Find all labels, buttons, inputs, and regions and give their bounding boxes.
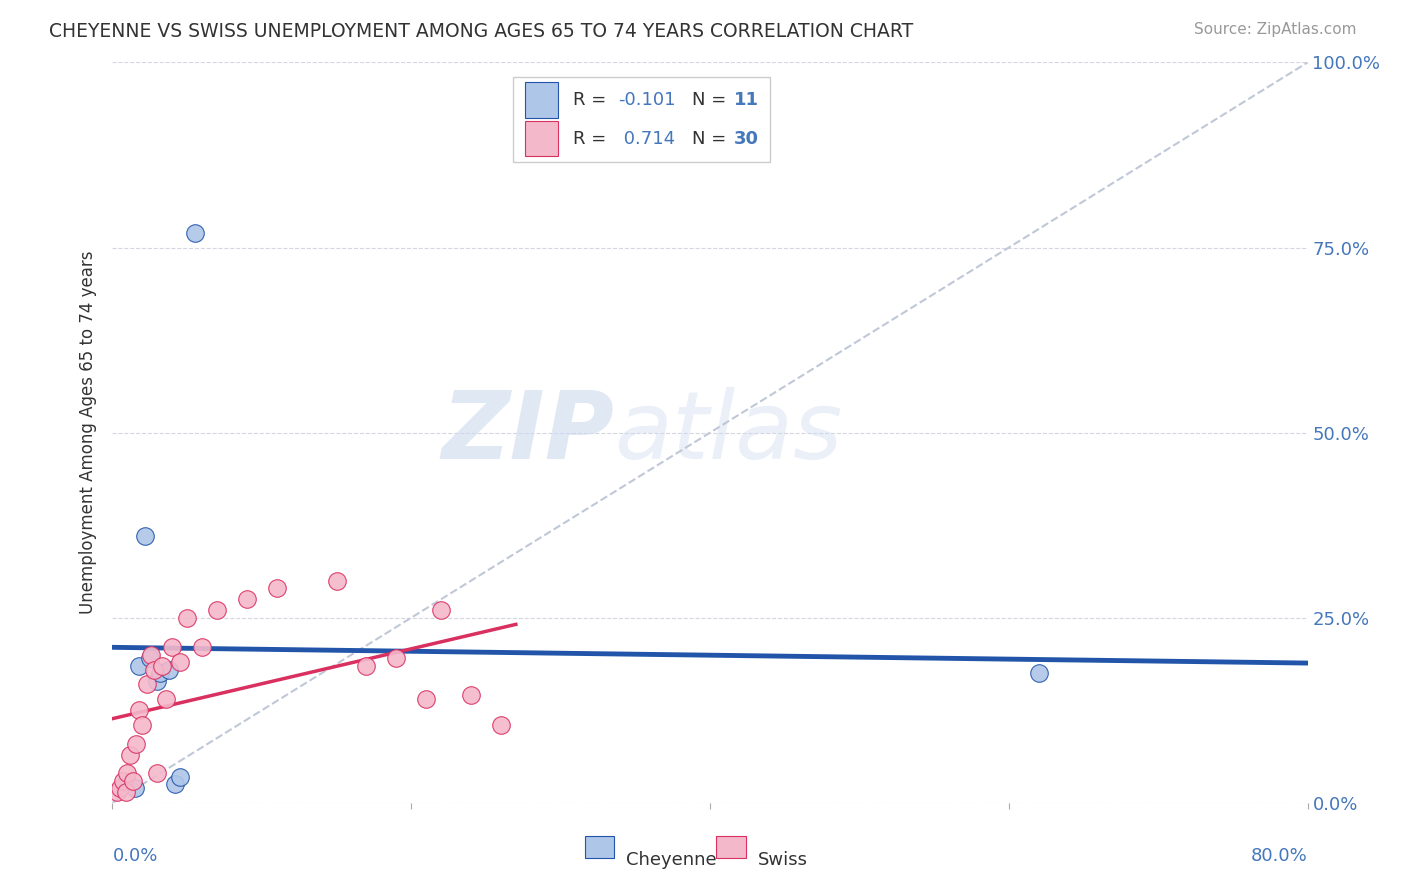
- Text: R =: R =: [572, 129, 612, 148]
- Point: [165, 777, 187, 791]
- Point: [325, 574, 347, 588]
- Point: [205, 603, 228, 617]
- Point: [135, 677, 157, 691]
- Text: N =: N =: [692, 91, 733, 109]
- Point: [141, 648, 163, 662]
- Point: [115, 785, 138, 799]
- Point: [236, 592, 259, 607]
- Text: 0.0%: 0.0%: [112, 847, 157, 865]
- Point: [385, 651, 408, 665]
- Text: CHEYENNE VS SWISS UNEMPLOYMENT AMONG AGES 65 TO 74 YEARS CORRELATION CHART: CHEYENNE VS SWISS UNEMPLOYMENT AMONG AGE…: [49, 22, 914, 41]
- Text: atlas: atlas: [614, 387, 842, 478]
- Point: [169, 770, 191, 784]
- Point: [430, 603, 453, 617]
- Point: [128, 658, 150, 673]
- Point: [356, 658, 378, 673]
- Point: [415, 692, 437, 706]
- Point: [143, 663, 166, 677]
- Bar: [524, 82, 558, 118]
- Text: Swiss: Swiss: [758, 851, 808, 869]
- Text: -0.101: -0.101: [619, 91, 675, 109]
- Bar: [524, 121, 558, 156]
- Point: [122, 773, 145, 788]
- Text: R =: R =: [572, 91, 612, 109]
- Y-axis label: Unemployment Among Ages 65 to 74 years: Unemployment Among Ages 65 to 74 years: [79, 251, 97, 615]
- Point: [108, 780, 131, 795]
- Point: [146, 673, 169, 688]
- Point: [150, 658, 173, 673]
- Point: [176, 610, 198, 624]
- Point: [1028, 666, 1050, 681]
- Point: [149, 666, 172, 681]
- Bar: [513, 78, 770, 162]
- Point: [266, 581, 288, 595]
- Point: [191, 640, 214, 655]
- Text: N =: N =: [692, 129, 733, 148]
- Text: 80.0%: 80.0%: [1251, 847, 1308, 865]
- Point: [169, 655, 191, 669]
- Text: 11: 11: [734, 91, 759, 109]
- Text: 30: 30: [734, 129, 759, 148]
- Text: Cheyenne: Cheyenne: [627, 851, 717, 869]
- Point: [146, 766, 169, 780]
- Point: [124, 780, 146, 795]
- Point: [155, 692, 177, 706]
- Text: Source: ZipAtlas.com: Source: ZipAtlas.com: [1194, 22, 1357, 37]
- Point: [125, 737, 148, 751]
- Text: ZIP: ZIP: [441, 386, 614, 479]
- Point: [131, 718, 153, 732]
- Bar: [716, 836, 747, 858]
- Bar: [585, 836, 614, 858]
- Point: [111, 773, 134, 788]
- Point: [120, 747, 142, 762]
- Point: [162, 640, 183, 655]
- Point: [105, 785, 128, 799]
- Point: [139, 651, 162, 665]
- Point: [489, 718, 512, 732]
- Point: [157, 663, 180, 677]
- Text: 0.714: 0.714: [619, 129, 675, 148]
- Point: [128, 703, 150, 717]
- Point: [134, 529, 156, 543]
- Point: [460, 689, 482, 703]
- Point: [117, 766, 139, 780]
- Point: [183, 226, 205, 240]
